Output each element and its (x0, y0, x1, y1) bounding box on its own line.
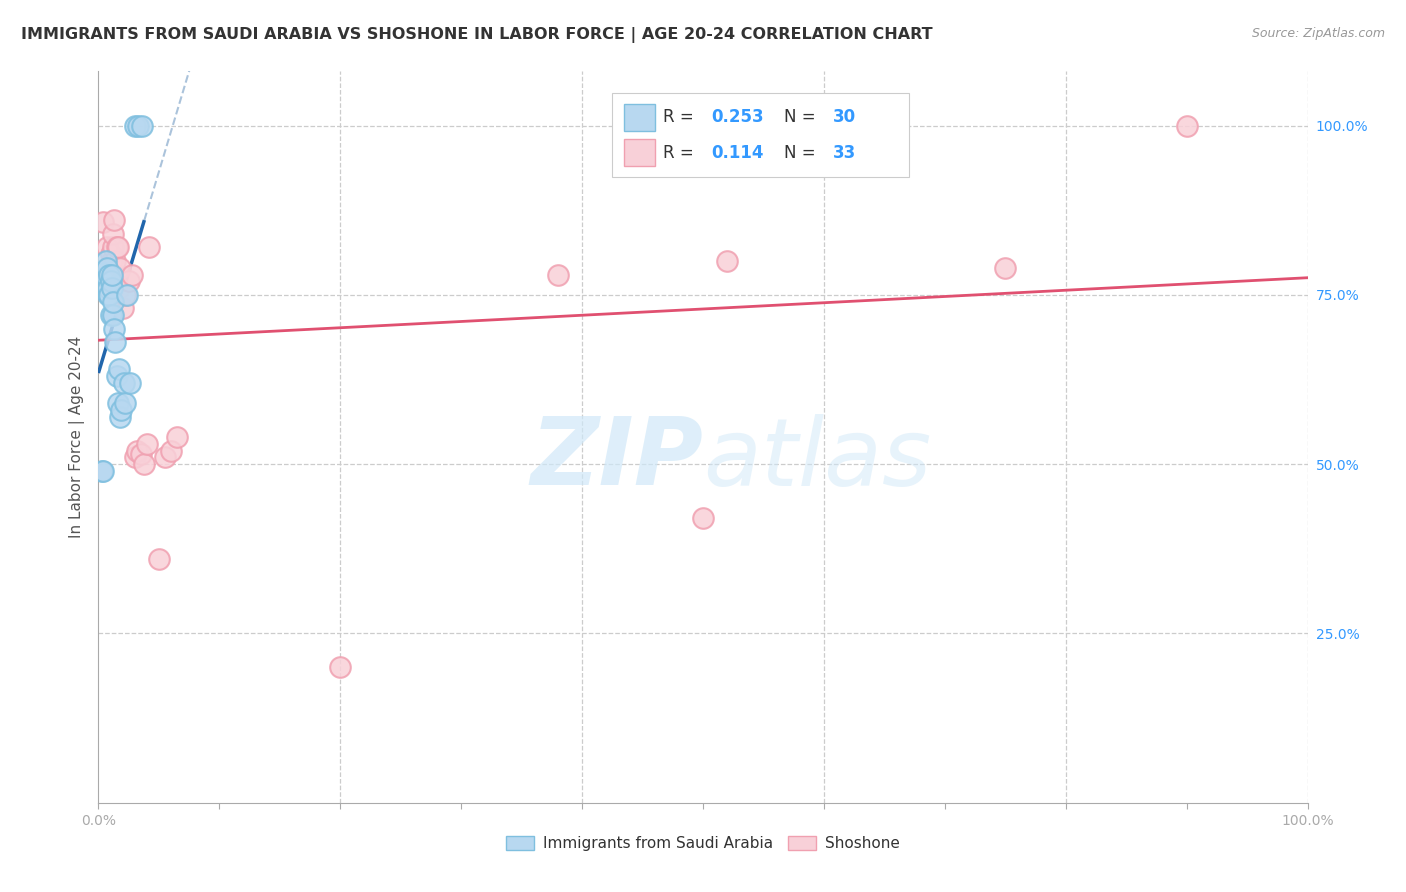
Text: R =: R = (664, 109, 699, 127)
Point (91, 215, 114, 229)
Y-axis label: In Labor Force | Age 20-24: In Labor Force | Age 20-24 (69, 336, 84, 538)
Text: N =: N = (785, 109, 821, 127)
Point (103, 322, 125, 336)
Point (107, 396, 129, 410)
Point (96, 271, 118, 285)
Point (131, 119, 153, 133)
Point (692, 511, 714, 525)
Point (118, 274, 141, 288)
Point (98, 268, 121, 282)
Point (166, 430, 188, 444)
Point (100, 281, 122, 295)
Point (100, 281, 122, 295)
Text: atlas: atlas (703, 414, 931, 505)
Legend: Immigrants from Saudi Arabia, Shoshone: Immigrants from Saudi Arabia, Shoshone (501, 830, 905, 857)
FancyBboxPatch shape (624, 138, 655, 167)
Text: N =: N = (785, 144, 821, 161)
Text: ZIP: ZIP (530, 413, 703, 505)
Point (105, 240, 128, 254)
Text: R =: R = (664, 144, 704, 161)
Point (107, 240, 129, 254)
Point (124, 450, 146, 465)
Point (91, 464, 114, 478)
Text: Source: ZipAtlas.com: Source: ZipAtlas.com (1251, 27, 1385, 40)
Point (104, 254, 127, 268)
Point (97, 288, 120, 302)
Point (1175, 119, 1198, 133)
Point (153, 450, 176, 465)
Point (117, 288, 139, 302)
Point (100, 254, 122, 268)
Point (96, 240, 118, 254)
Point (129, 447, 152, 461)
Text: IMMIGRANTS FROM SAUDI ARABIA VS SHOSHONE IN LABOR FORCE | AGE 20-24 CORRELATION : IMMIGRANTS FROM SAUDI ARABIA VS SHOSHONE… (21, 27, 932, 43)
Point (114, 288, 136, 302)
Point (103, 213, 125, 227)
Point (100, 274, 122, 288)
Point (114, 396, 136, 410)
Point (98, 288, 121, 302)
Point (108, 362, 131, 376)
Point (716, 254, 738, 268)
Point (118, 376, 141, 390)
Point (124, 119, 146, 133)
Point (101, 227, 124, 241)
Point (110, 403, 132, 417)
Text: 0.114: 0.114 (711, 144, 763, 161)
Point (108, 409, 131, 424)
Point (93, 266, 115, 280)
Point (160, 443, 183, 458)
Point (108, 281, 131, 295)
Point (148, 552, 170, 566)
Point (127, 119, 149, 133)
Point (134, 457, 156, 471)
Point (100, 247, 122, 261)
Point (104, 335, 127, 350)
Point (100, 268, 122, 282)
Text: 30: 30 (832, 109, 855, 127)
Point (112, 376, 135, 390)
Point (111, 301, 134, 316)
FancyBboxPatch shape (613, 94, 908, 178)
Point (138, 240, 160, 254)
Point (101, 240, 124, 254)
Point (121, 268, 143, 282)
Point (547, 268, 569, 282)
Point (91, 464, 114, 478)
Point (329, 660, 352, 674)
Text: 0.253: 0.253 (711, 109, 763, 127)
Point (135, 437, 157, 451)
Text: 33: 33 (832, 144, 856, 161)
Point (101, 294, 124, 309)
Point (96, 260, 118, 275)
Point (100, 308, 122, 322)
Point (94, 254, 117, 268)
Point (127, 443, 149, 458)
Point (994, 260, 1017, 275)
FancyBboxPatch shape (624, 103, 655, 131)
Point (97, 281, 120, 295)
Point (108, 260, 131, 275)
Point (105, 369, 128, 384)
Point (101, 308, 124, 322)
